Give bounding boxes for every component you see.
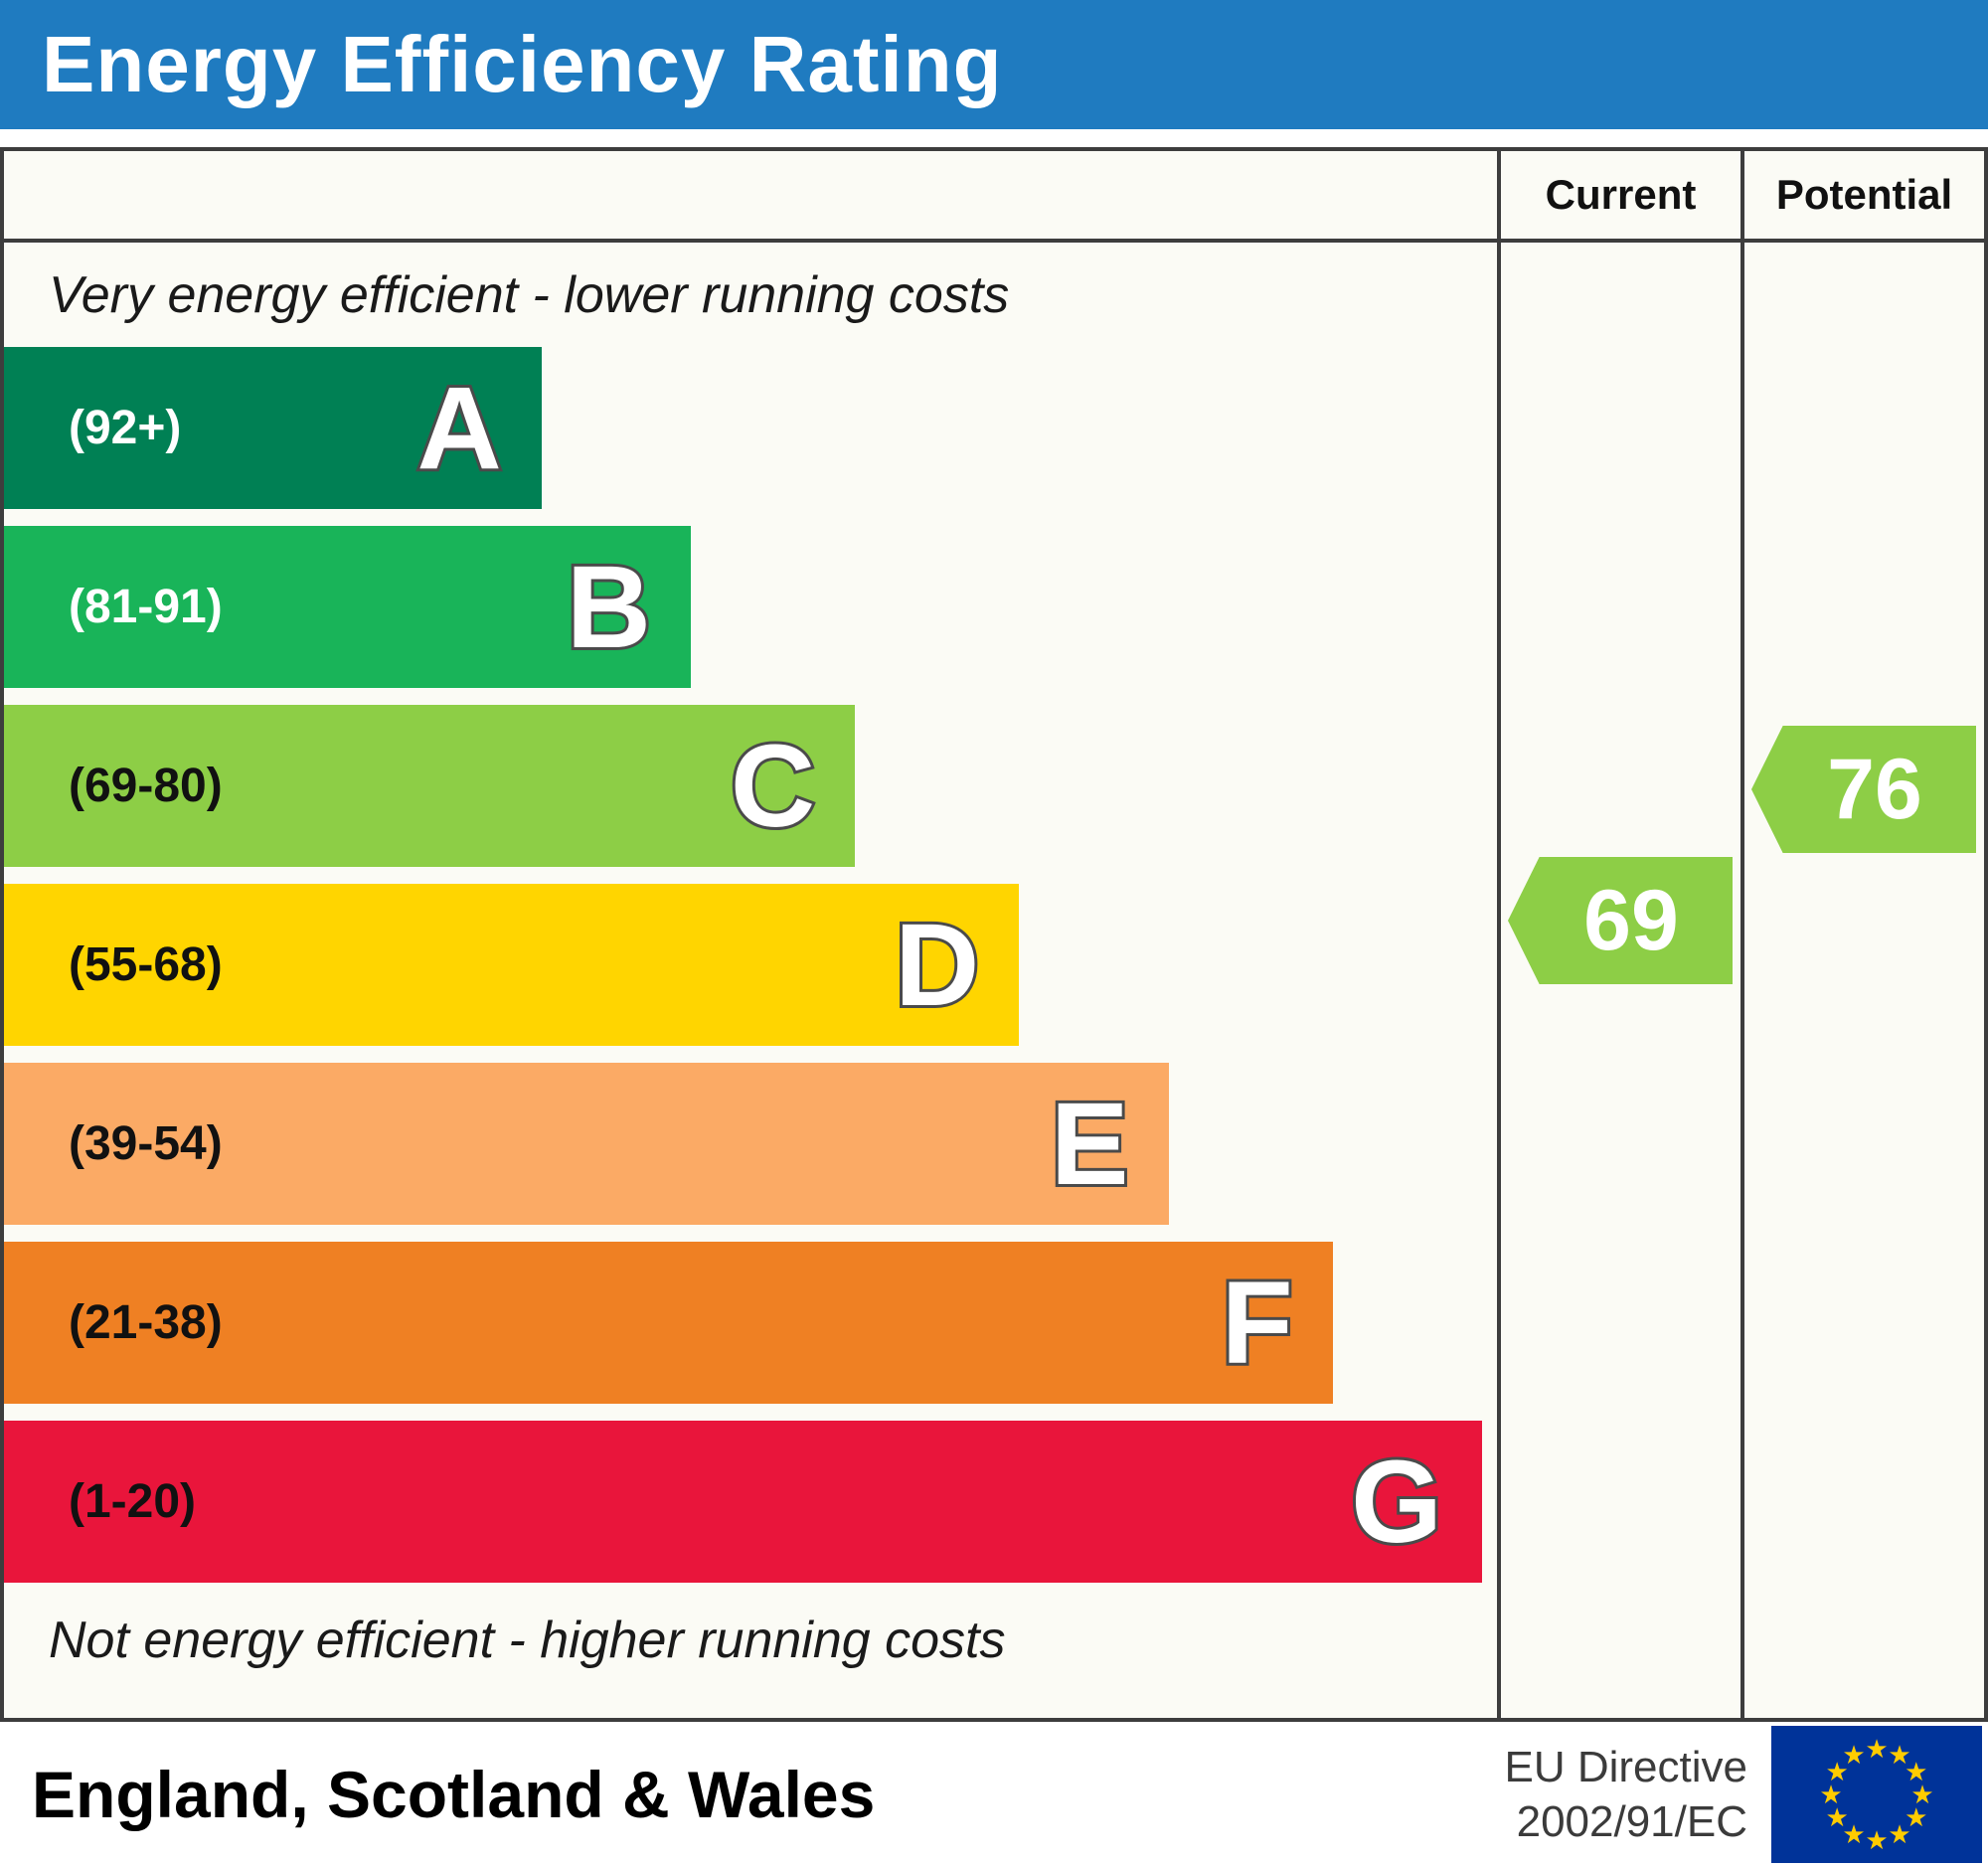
band-range-f: (21-38) bbox=[69, 1296, 223, 1349]
page-title: Energy Efficiency Rating bbox=[42, 20, 1003, 108]
region-label: England, Scotland & Wales bbox=[32, 1758, 876, 1831]
band-letter-c: C bbox=[728, 720, 818, 852]
band-bar-f: (21-38) F bbox=[4, 1242, 1333, 1404]
band-letter-a: A bbox=[414, 362, 504, 494]
band-letter-e: E bbox=[1048, 1078, 1132, 1210]
potential-arrow: 76 bbox=[1751, 726, 1976, 853]
band-bar-d: (55-68) D bbox=[4, 884, 1020, 1046]
svg-text:★: ★ bbox=[1842, 1740, 1865, 1770]
band-range-a: (92+) bbox=[69, 402, 182, 454]
svg-text:★: ★ bbox=[1865, 1734, 1888, 1764]
eu-directive-line2: 2002/91/EC bbox=[1516, 1797, 1747, 1846]
band-bar-a: (92+) A bbox=[4, 347, 542, 509]
band-bar-e: (39-54) E bbox=[4, 1063, 1169, 1225]
svg-text:★: ★ bbox=[1888, 1740, 1910, 1770]
band-column: Very energy efficient - lower running co… bbox=[4, 243, 1497, 1718]
band-range-b: (81-91) bbox=[69, 581, 223, 633]
svg-text:★: ★ bbox=[1865, 1825, 1888, 1855]
caption-bottom: Not energy efficient - higher running co… bbox=[49, 1612, 1006, 1669]
band-row-f: (21-38) F bbox=[4, 1242, 1497, 1404]
band-row-a: (92+) A bbox=[4, 347, 1497, 509]
band-range-g: (1-20) bbox=[69, 1475, 197, 1528]
band-row-c: (69-80) C bbox=[4, 705, 1497, 867]
eu-directive-text: EU Directive 2002/91/EC bbox=[1505, 1740, 1748, 1849]
title-bar: Energy Efficiency Rating bbox=[0, 0, 1988, 129]
svg-text:★: ★ bbox=[1905, 1802, 1927, 1832]
potential-value: 76 bbox=[1827, 741, 1922, 837]
rating-table: Current Potential Very energy efficient … bbox=[0, 147, 1988, 1722]
svg-text:★: ★ bbox=[1826, 1802, 1849, 1832]
footer: England, Scotland & Wales EU Directive 2… bbox=[0, 1722, 1988, 1867]
eu-directive-line1: EU Directive bbox=[1504, 1743, 1748, 1791]
current-value: 69 bbox=[1583, 872, 1679, 968]
svg-text:★: ★ bbox=[1819, 1780, 1842, 1809]
potential-column-header: Potential bbox=[1740, 151, 1984, 243]
band-row-b: (81-91) B bbox=[4, 526, 1497, 688]
svg-text:★: ★ bbox=[1826, 1757, 1849, 1786]
band-row-d: (55-68) D bbox=[4, 884, 1497, 1046]
band-letter-f: F bbox=[1219, 1257, 1296, 1389]
band-row-g: (1-20) G bbox=[4, 1421, 1497, 1583]
potential-column: 76 bbox=[1740, 243, 1984, 1718]
svg-text:★: ★ bbox=[1905, 1757, 1927, 1786]
band-range-e: (39-54) bbox=[69, 1117, 223, 1170]
svg-text:★: ★ bbox=[1842, 1819, 1865, 1849]
caption-top: Very energy efficient - lower running co… bbox=[49, 265, 1010, 324]
current-arrow: 69 bbox=[1508, 857, 1733, 984]
band-bar-c: (69-80) C bbox=[4, 705, 856, 867]
band-range-d: (55-68) bbox=[69, 938, 223, 991]
band-bar-b: (81-91) B bbox=[4, 526, 691, 688]
band-letter-g: G bbox=[1348, 1436, 1445, 1568]
band-bar-g: (1-20) G bbox=[4, 1421, 1482, 1583]
current-column: 69 bbox=[1497, 243, 1740, 1718]
band-letter-b: B bbox=[564, 541, 654, 673]
svg-text:★: ★ bbox=[1888, 1819, 1910, 1849]
svg-text:★: ★ bbox=[1910, 1780, 1933, 1809]
band-letter-d: D bbox=[892, 899, 982, 1031]
header-spacer bbox=[4, 151, 1497, 243]
current-column-header: Current bbox=[1497, 151, 1740, 243]
band-row-e: (39-54) E bbox=[4, 1063, 1497, 1225]
band-range-c: (69-80) bbox=[69, 760, 223, 812]
eu-flag-icon: ★ ★★★★★★★★★★★ bbox=[1771, 1726, 1982, 1863]
